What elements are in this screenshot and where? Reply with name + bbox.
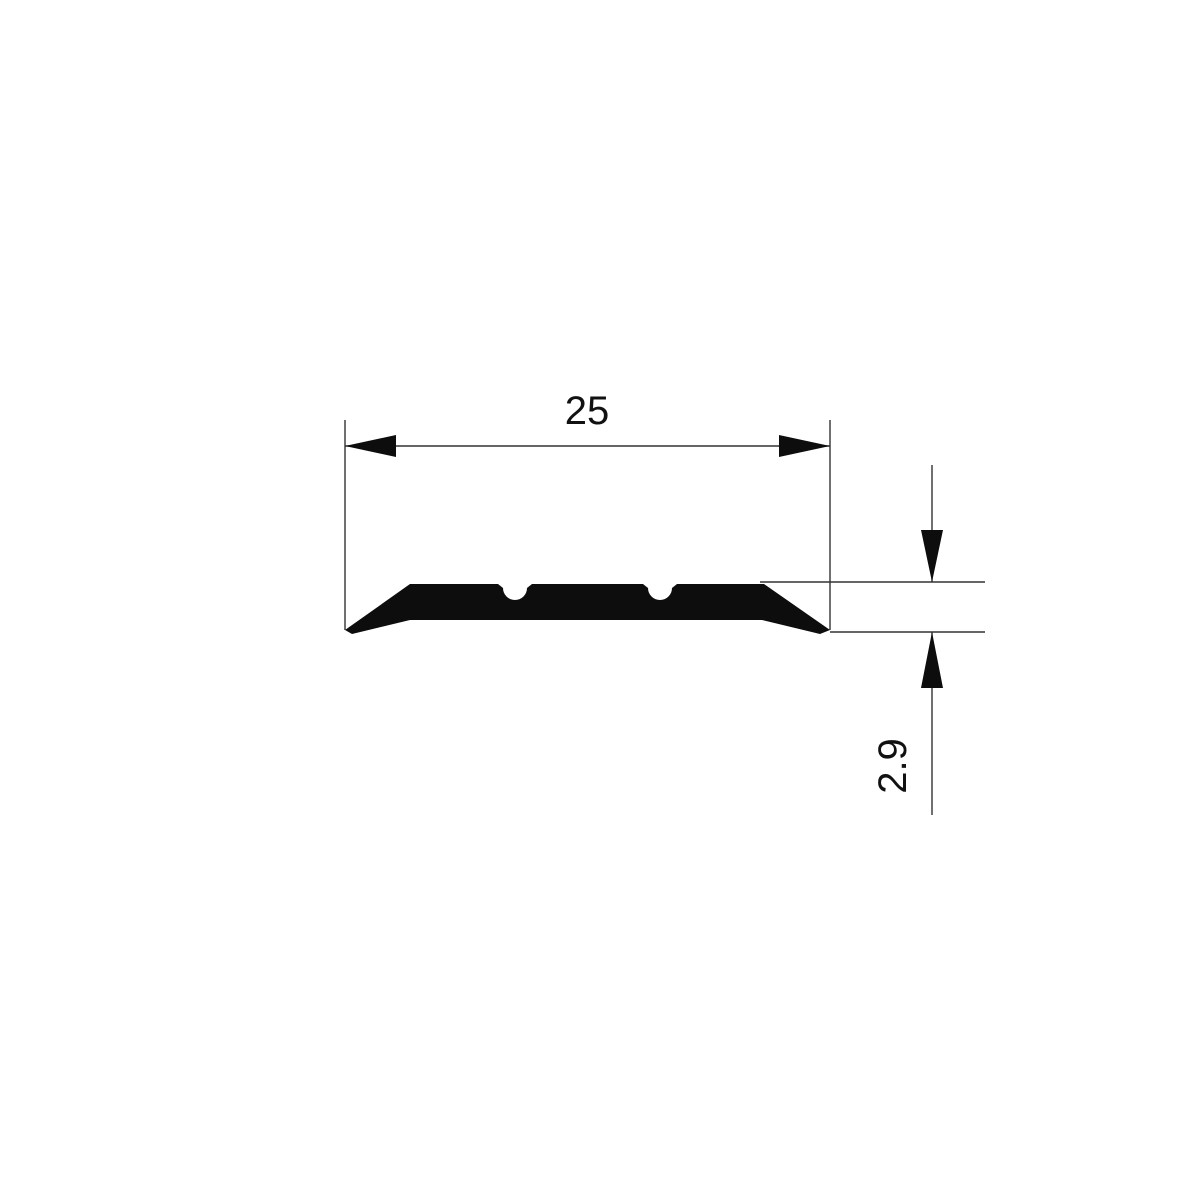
width-dimension: 25 [344, 389, 831, 630]
width-dimension-label: 25 [565, 389, 610, 433]
width-arrowhead-left [345, 435, 396, 457]
profile-section [345, 584, 830, 634]
thickness-arrowhead-top [921, 530, 943, 582]
thickness-arrowhead-bottom [921, 632, 943, 688]
thickness-dimension: 2.9 [760, 465, 985, 815]
width-arrowhead-right [779, 435, 830, 457]
thickness-dimension-label: 2.9 [871, 738, 915, 794]
